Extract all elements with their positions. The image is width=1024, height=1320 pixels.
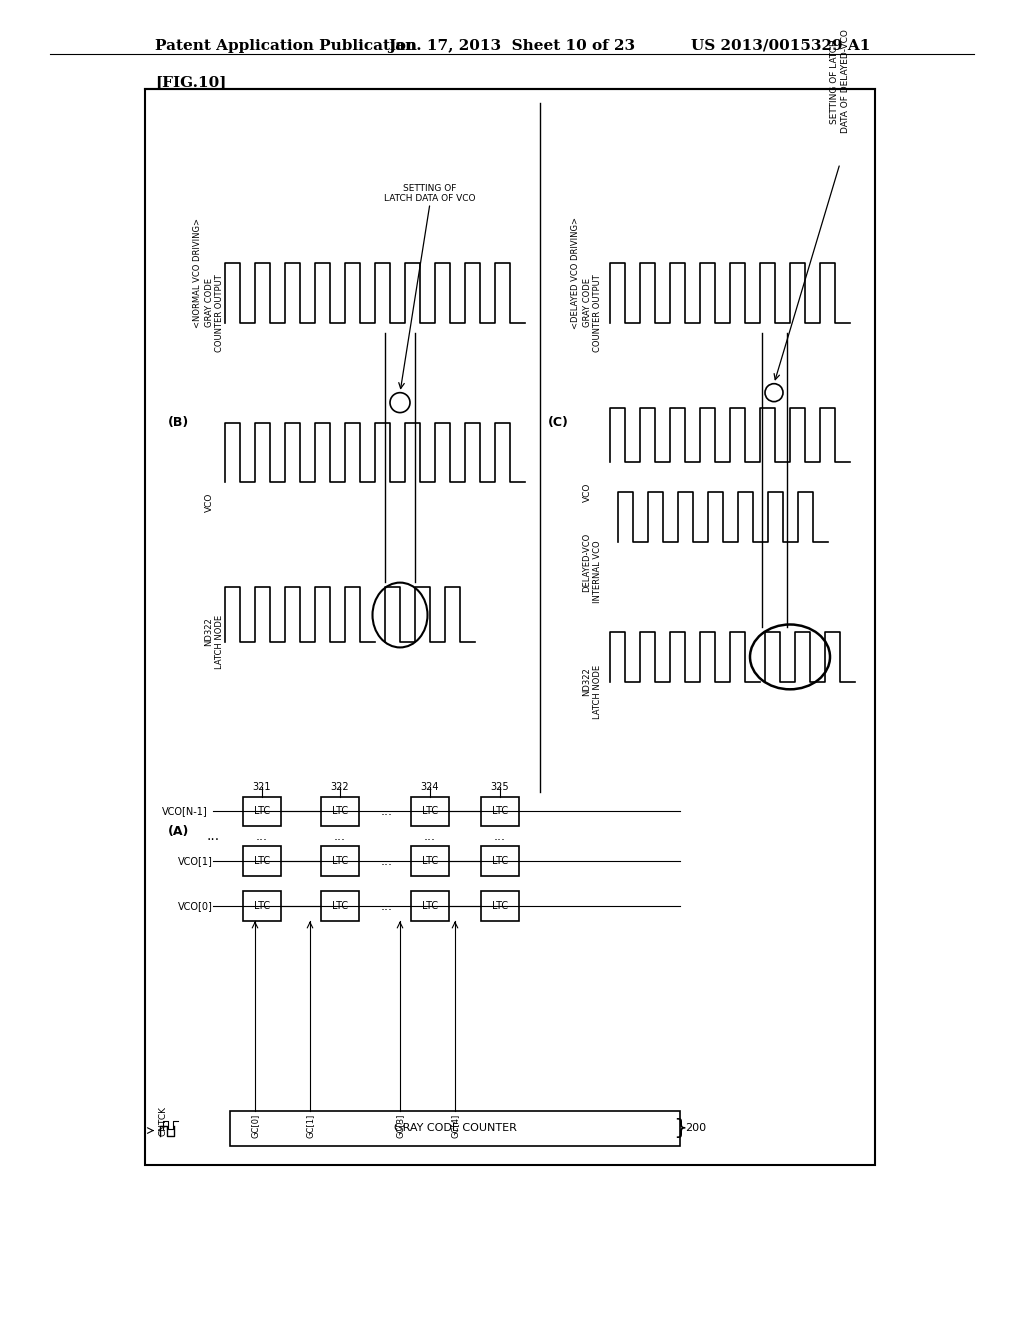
Text: LTC: LTC — [332, 902, 348, 911]
Text: VCO: VCO — [583, 483, 592, 502]
Text: 325: 325 — [490, 781, 509, 792]
Text: (B): (B) — [168, 416, 189, 429]
Bar — [145, 88, 874, 1166]
Text: ...: ... — [424, 830, 436, 843]
Text: GC[3]: GC[3] — [395, 1114, 404, 1138]
Text: GRAY CODE COUNTER: GRAY CODE COUNTER — [393, 1123, 516, 1133]
Text: LTC: LTC — [492, 807, 508, 817]
Text: US 2013/0015329 A1: US 2013/0015329 A1 — [690, 38, 870, 53]
Text: LTC: LTC — [492, 857, 508, 866]
Text: ...: ... — [381, 900, 393, 912]
Bar — [411, 846, 449, 876]
Text: <DELAYED VCO DRIVING>: <DELAYED VCO DRIVING> — [570, 216, 580, 329]
Text: VCO[0]: VCO[0] — [178, 902, 213, 911]
Text: VCO[1]: VCO[1] — [178, 857, 213, 866]
Text: LTC: LTC — [332, 857, 348, 866]
Bar — [243, 846, 281, 876]
Text: ...: ... — [207, 829, 219, 843]
Text: Jan. 17, 2013  Sheet 10 of 23: Jan. 17, 2013 Sheet 10 of 23 — [388, 38, 636, 53]
Bar — [411, 796, 449, 826]
Text: ...: ... — [494, 830, 506, 843]
Text: LTC: LTC — [332, 807, 348, 817]
Text: COUNTER OUTPUT: COUNTER OUTPUT — [214, 275, 223, 351]
Text: ND322: ND322 — [583, 668, 592, 696]
Bar — [411, 891, 449, 921]
Text: }: } — [673, 1118, 687, 1138]
Text: ...: ... — [381, 855, 393, 867]
Text: LTC: LTC — [254, 857, 270, 866]
Text: (C): (C) — [548, 416, 569, 429]
Text: DELAYED-VCO: DELAYED-VCO — [583, 532, 592, 591]
Text: 321: 321 — [253, 781, 271, 792]
Text: ...: ... — [256, 830, 268, 843]
Text: LTC: LTC — [422, 857, 438, 866]
Bar — [481, 796, 519, 826]
Bar — [321, 796, 359, 826]
Text: ND322: ND322 — [205, 618, 213, 647]
Text: ...: ... — [381, 805, 393, 818]
Text: (A): (A) — [168, 825, 189, 838]
Text: COUNTER OUTPUT: COUNTER OUTPUT — [593, 275, 601, 351]
Bar — [230, 1110, 680, 1146]
Text: SETTING OF LATCH
DATA OF DELAYED-VCO: SETTING OF LATCH DATA OF DELAYED-VCO — [830, 29, 850, 133]
Text: LTC: LTC — [422, 807, 438, 817]
Text: SETTING OF
LATCH DATA OF VCO: SETTING OF LATCH DATA OF VCO — [384, 183, 476, 203]
Text: INTERNAL VCO: INTERNAL VCO — [593, 541, 601, 603]
Text: ...: ... — [334, 830, 346, 843]
Text: GC[4]: GC[4] — [451, 1114, 460, 1138]
Text: Patent Application Publication: Patent Application Publication — [155, 38, 417, 53]
Text: LATCH NODE: LATCH NODE — [214, 615, 223, 669]
Bar — [481, 846, 519, 876]
Text: <NORMAL VCO DRIVING>: <NORMAL VCO DRIVING> — [193, 218, 202, 327]
Text: GC[0]: GC[0] — [251, 1114, 259, 1138]
Bar — [321, 846, 359, 876]
Text: 322: 322 — [331, 781, 349, 792]
Text: GC[1]: GC[1] — [305, 1114, 314, 1138]
Bar — [243, 796, 281, 826]
Text: VCO: VCO — [205, 492, 213, 512]
Text: GRAY CODE: GRAY CODE — [583, 279, 592, 327]
Text: LTC: LTC — [422, 902, 438, 911]
Text: LTC: LTC — [254, 807, 270, 817]
Text: [FIG.10]: [FIG.10] — [155, 75, 226, 90]
Bar — [243, 891, 281, 921]
Text: VCO[N-1]: VCO[N-1] — [162, 807, 208, 817]
Text: GRAY CODE: GRAY CODE — [205, 279, 213, 327]
Text: LATCH NODE: LATCH NODE — [593, 665, 601, 719]
Bar — [321, 891, 359, 921]
Bar — [481, 891, 519, 921]
Text: LTC: LTC — [254, 902, 270, 911]
Text: LTC: LTC — [492, 902, 508, 911]
Text: 324: 324 — [421, 781, 439, 792]
Text: CNTCK: CNTCK — [159, 1106, 168, 1135]
Text: 200: 200 — [685, 1122, 707, 1133]
